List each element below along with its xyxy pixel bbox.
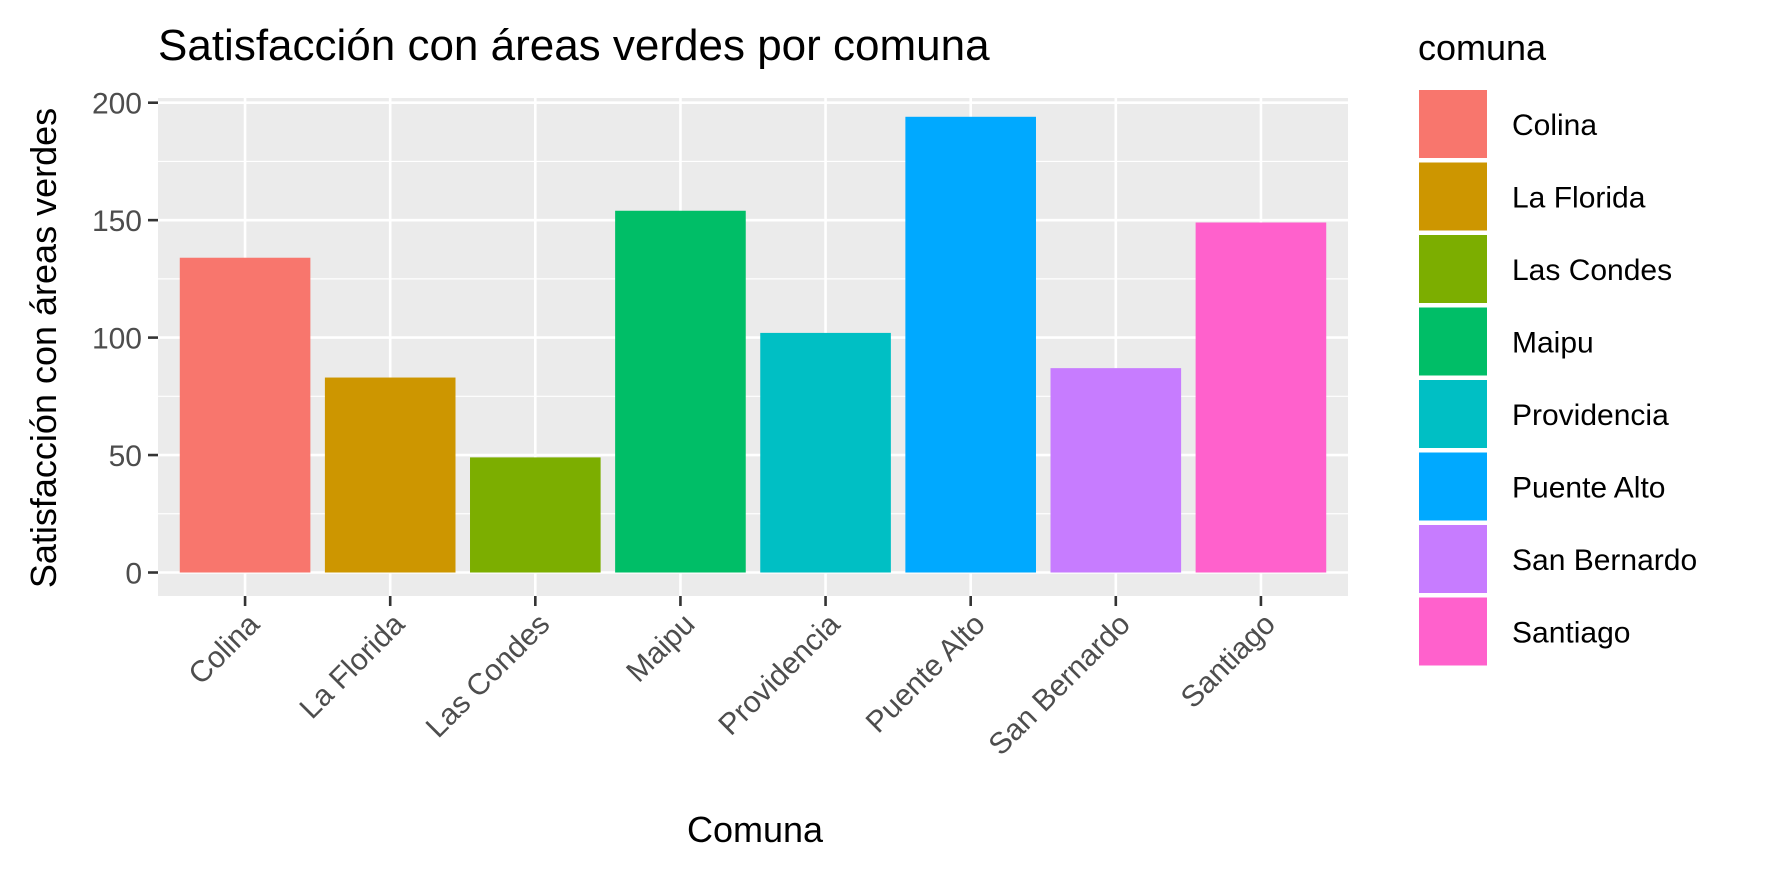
legend-key [1417, 233, 1489, 305]
legend-label: Providencia [1512, 399, 1669, 432]
y-tick-label: 200 [92, 88, 142, 121]
legend-label: San Bernardo [1512, 544, 1697, 577]
legend-label: La Florida [1512, 182, 1646, 215]
legend-key [1417, 523, 1489, 595]
legend-key [1417, 160, 1489, 233]
legend-items: Colina La Florida Las Condes Maipu Providenc… [1417, 88, 1697, 668]
legend: comuna Colina La Florida Las Condes Maipu Pr… [1417, 27, 1697, 668]
legend-title: comuna [1418, 27, 1547, 68]
legend-label: Santiago [1512, 617, 1630, 650]
bar-puente-alto [905, 116, 1036, 573]
y-tick-label: 150 [92, 205, 142, 238]
legend-label: Puente Alto [1512, 472, 1665, 505]
y-axis-title: Satisfacción con áreas verdes [23, 108, 64, 588]
legend-key [1417, 595, 1489, 668]
legend-label: Colina [1512, 109, 1597, 142]
bar-colina [179, 257, 311, 573]
y-axis: 0 50 100 150 200 [92, 88, 158, 591]
y-tick-label: 50 [109, 440, 142, 473]
bar-la-florida [324, 377, 456, 573]
legend-key [1417, 305, 1489, 378]
legend-key [1417, 88, 1489, 160]
bars [179, 116, 1327, 573]
y-tick-label: 0 [125, 558, 142, 591]
chart-title: Satisfacción con áreas verdes por comuna [158, 21, 990, 70]
bar-santiago [1195, 222, 1327, 573]
bar-providencia [760, 332, 891, 573]
x-axis-title: Comuna [687, 809, 824, 850]
bar-san-bernardo [1050, 368, 1182, 573]
bar-maipu [615, 210, 746, 573]
y-tick-label: 100 [92, 323, 142, 356]
legend-label: Maipu [1512, 327, 1594, 360]
legend-key [1417, 450, 1489, 523]
bar-las-condes [470, 457, 601, 573]
legend-key [1417, 378, 1489, 450]
legend-label: Las Condes [1512, 254, 1672, 287]
